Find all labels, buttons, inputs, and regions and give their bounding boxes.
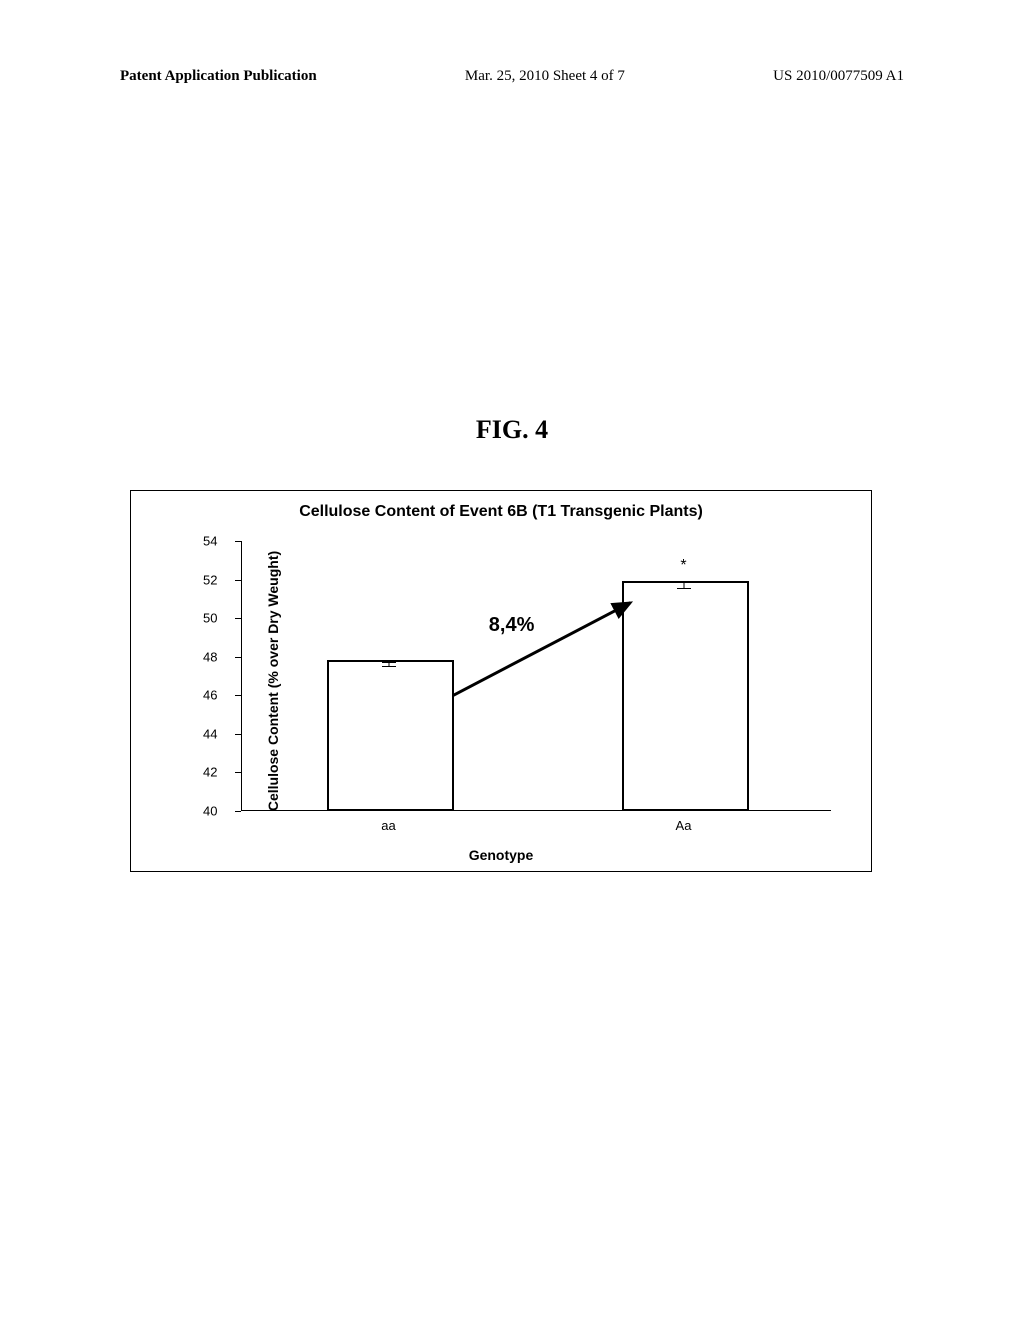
- y-tick-label: 44: [203, 726, 217, 741]
- y-tick-mark: [235, 811, 241, 812]
- y-tick-label: 42: [203, 765, 217, 780]
- header-left: Patent Application Publication: [120, 68, 317, 85]
- page-header: Patent Application Publication Mar. 25, …: [120, 68, 904, 85]
- x-axis-label: Genotype: [131, 847, 871, 863]
- header-center: Mar. 25, 2010 Sheet 4 of 7: [465, 68, 625, 85]
- plot-area: 4042444648505254aaAa*8,4%: [241, 541, 831, 811]
- chart-title: Cellulose Content of Event 6B (T1 Transg…: [131, 503, 871, 521]
- chart-container: Cellulose Content of Event 6B (T1 Transg…: [130, 490, 872, 872]
- x-tick-label: Aa: [676, 818, 692, 833]
- y-tick-label: 48: [203, 649, 217, 664]
- y-tick-label: 40: [203, 804, 217, 819]
- figure-label: FIG. 4: [0, 415, 1024, 445]
- y-tick-label: 46: [203, 688, 217, 703]
- header-right: US 2010/0077509 A1: [773, 68, 904, 85]
- y-tick-label: 52: [203, 572, 217, 587]
- arrow-icon: [241, 541, 831, 811]
- y-tick-label: 50: [203, 611, 217, 626]
- x-tick-label: aa: [381, 818, 395, 833]
- y-tick-label: 54: [203, 534, 217, 549]
